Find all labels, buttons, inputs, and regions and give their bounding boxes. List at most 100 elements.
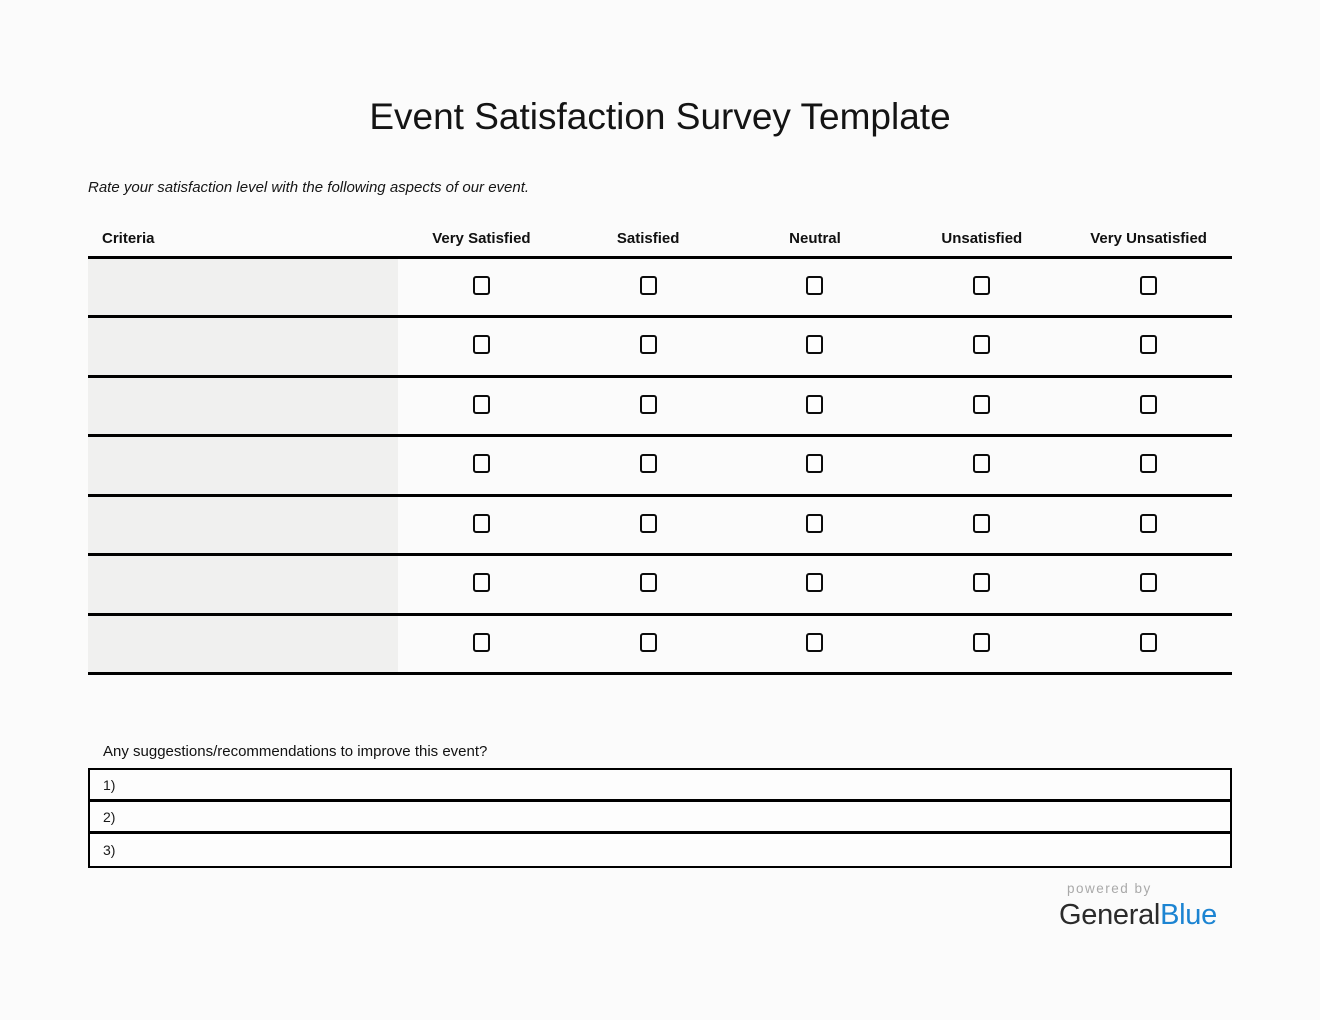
option-cell — [564, 316, 732, 378]
option-cell — [564, 614, 732, 675]
column-header-criteria: Criteria — [88, 222, 398, 259]
option-cell — [398, 495, 565, 556]
option-cell — [1065, 614, 1232, 675]
option-cell — [898, 554, 1066, 616]
satisfaction-checkbox[interactable] — [806, 573, 824, 593]
option-cell — [398, 316, 565, 378]
option-cell — [564, 257, 732, 318]
instruction-text: Rate your satisfaction level with the fo… — [88, 179, 530, 196]
satisfaction-checkbox[interactable] — [973, 454, 991, 474]
satisfaction-checkbox[interactable] — [639, 513, 657, 533]
option-cell — [731, 316, 899, 378]
satisfaction-checkbox[interactable] — [472, 335, 490, 355]
satisfaction-checkbox[interactable] — [639, 394, 657, 414]
criteria-cell[interactable] — [88, 554, 398, 616]
satisfaction-checkbox[interactable] — [1140, 632, 1158, 652]
option-cell — [731, 614, 899, 675]
satisfaction-checkbox[interactable] — [1140, 335, 1158, 355]
option-cell — [731, 495, 899, 556]
option-cell — [731, 376, 899, 437]
option-cell — [398, 554, 565, 616]
satisfaction-checkbox[interactable] — [806, 394, 824, 414]
option-cell — [1065, 435, 1232, 497]
option-cell — [398, 614, 565, 675]
criteria-cell[interactable] — [88, 495, 398, 556]
satisfaction-checkbox[interactable] — [973, 275, 991, 295]
satisfaction-checkbox[interactable] — [639, 454, 657, 474]
satisfaction-checkbox[interactable] — [472, 454, 490, 474]
option-cell — [731, 257, 899, 318]
satisfaction-checkbox[interactable] — [1140, 454, 1158, 474]
option-cell — [731, 554, 899, 616]
column-header-neutral: Neutral — [731, 222, 899, 259]
suggestion-row[interactable]: 3) — [90, 834, 1230, 866]
option-cell — [564, 376, 732, 437]
suggestion-number: 2) — [103, 808, 116, 825]
criteria-cell[interactable] — [88, 614, 398, 675]
column-header-very-satisfied: Very Satisfied — [398, 222, 565, 259]
option-cell — [898, 257, 1066, 318]
criteria-cell[interactable] — [88, 376, 398, 437]
table-row — [88, 257, 1232, 318]
page-title: Event Satisfaction Survey Template — [369, 96, 951, 137]
satisfaction-checkbox[interactable] — [806, 454, 824, 474]
satisfaction-checkbox[interactable] — [472, 632, 490, 652]
suggestions-prompt: Any suggestions/recommendations to impro… — [103, 743, 488, 760]
satisfaction-checkbox[interactable] — [639, 335, 657, 355]
table-row — [88, 495, 1232, 556]
option-cell — [731, 435, 899, 497]
satisfaction-checkbox[interactable] — [806, 275, 824, 295]
option-cell — [564, 435, 732, 497]
criteria-cell[interactable] — [88, 435, 398, 497]
option-cell — [1065, 376, 1232, 437]
satisfaction-table: Criteria Very Satisfied Satisfied Neutra… — [88, 222, 1232, 675]
satisfaction-checkbox[interactable] — [973, 513, 991, 533]
header-row: Criteria Very Satisfied Satisfied Neutra… — [88, 222, 1232, 259]
option-cell — [898, 316, 1066, 378]
satisfaction-checkbox[interactable] — [1140, 513, 1158, 533]
criteria-cell[interactable] — [88, 316, 398, 378]
option-cell — [564, 554, 732, 616]
satisfaction-checkbox[interactable] — [973, 335, 991, 355]
table-row — [88, 376, 1232, 437]
suggestion-row[interactable]: 1) — [90, 770, 1230, 802]
satisfaction-checkbox[interactable] — [973, 632, 991, 652]
option-cell — [898, 495, 1066, 556]
option-cell — [898, 376, 1066, 437]
column-header-very-unsatisfied: Very Unsatisfied — [1065, 222, 1232, 259]
suggestion-row[interactable]: 2) — [90, 802, 1230, 834]
option-cell — [898, 435, 1066, 497]
column-header-unsatisfied: Unsatisfied — [898, 222, 1066, 259]
option-cell — [898, 614, 1066, 675]
satisfaction-checkbox[interactable] — [472, 394, 490, 414]
brand-general-text: General — [1059, 899, 1161, 931]
satisfaction-checkbox[interactable] — [639, 275, 657, 295]
general-blue-logo: GeneralBlue — [1059, 899, 1217, 932]
satisfaction-checkbox[interactable] — [639, 573, 657, 593]
satisfaction-checkbox[interactable] — [472, 513, 490, 533]
option-cell — [1065, 554, 1232, 616]
option-cell — [398, 376, 565, 437]
criteria-cell[interactable] — [88, 257, 398, 318]
suggestion-number: 1) — [103, 776, 116, 793]
brand-blue-text: Blue — [1160, 899, 1217, 931]
satisfaction-checkbox[interactable] — [1140, 573, 1158, 593]
powered-by-text: powered by — [1067, 881, 1152, 896]
option-cell — [1065, 316, 1232, 378]
satisfaction-checkbox[interactable] — [639, 632, 657, 652]
satisfaction-checkbox[interactable] — [1140, 275, 1158, 295]
satisfaction-checkbox[interactable] — [806, 513, 824, 533]
suggestions-box: 1) 2) 3) — [88, 768, 1232, 868]
satisfaction-checkbox[interactable] — [806, 632, 824, 652]
satisfaction-checkbox[interactable] — [472, 275, 490, 295]
satisfaction-checkbox[interactable] — [973, 573, 991, 593]
table-row — [88, 614, 1232, 675]
suggestion-number: 3) — [103, 842, 116, 858]
satisfaction-checkbox[interactable] — [472, 573, 490, 593]
satisfaction-checkbox[interactable] — [806, 335, 824, 355]
satisfaction-checkbox[interactable] — [973, 394, 991, 414]
column-header-satisfied: Satisfied — [564, 222, 732, 259]
table-row — [88, 435, 1232, 497]
satisfaction-checkbox[interactable] — [1140, 394, 1158, 414]
